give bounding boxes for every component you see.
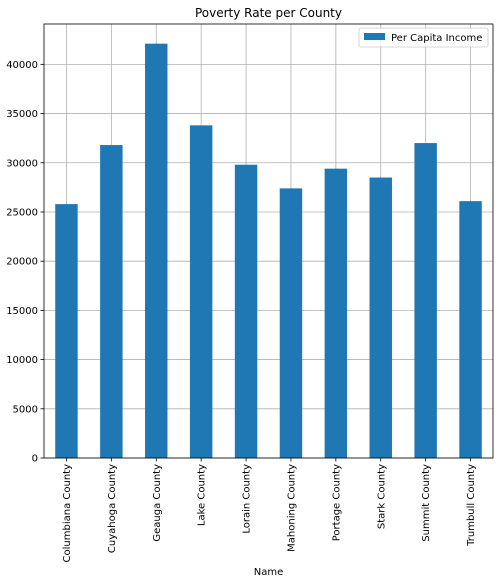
legend-label: Per Capita Income <box>391 33 482 44</box>
y-tick-label: 40000 <box>6 60 38 71</box>
bars-layer <box>55 43 482 459</box>
bar-lorain-county <box>234 164 258 458</box>
bar-cuyahoga-county <box>100 145 123 459</box>
x-tick-label: Stark County <box>376 464 387 529</box>
x-tick-label: Mahoning County <box>286 464 297 552</box>
plot-frame <box>43 23 494 459</box>
y-tick-label: 15000 <box>6 306 38 317</box>
x-tick-label: Lake County <box>197 464 208 526</box>
bar-mahoning-county <box>279 188 303 458</box>
bar-trumbull-county <box>459 201 482 458</box>
y-tick-label: 10000 <box>6 355 38 366</box>
bar-stark-county <box>369 177 392 458</box>
bar-columbiana-county <box>55 204 78 458</box>
bar-portage-county <box>324 168 348 458</box>
x-axis-label: Name <box>254 567 284 578</box>
y-tick-label: 35000 <box>6 109 38 120</box>
x-tick-label: Portage County <box>331 464 342 541</box>
y-tick-label: 30000 <box>6 158 38 169</box>
y-tick-label: 20000 <box>6 257 38 268</box>
y-tick-label: 0 <box>32 454 38 465</box>
axes-layer: 0 5000 10000 15000 20000 25000 30000 35000 40000… <box>6 60 477 563</box>
x-tick-label: Trumbull County <box>466 464 477 547</box>
bar-lake-county <box>189 125 213 458</box>
x-tick-label: Summit County <box>421 464 432 542</box>
x-tick-label: Columbiana County <box>62 464 73 563</box>
chart-title: Poverty Rate per County <box>195 6 342 20</box>
bar-geauga-county <box>145 43 168 458</box>
bar-summit-county <box>414 143 437 459</box>
y-tick-label: 5000 <box>13 404 38 415</box>
legend-frame <box>358 27 489 48</box>
legend-swatch <box>364 33 385 40</box>
legend: Per Capita Income <box>358 27 489 48</box>
x-tick-label: Geauga County <box>152 464 163 542</box>
x-tick-label: Cuyahoga County <box>107 464 118 553</box>
x-tick-label: Lorain County <box>242 464 253 534</box>
y-tick-label: 25000 <box>6 207 38 218</box>
